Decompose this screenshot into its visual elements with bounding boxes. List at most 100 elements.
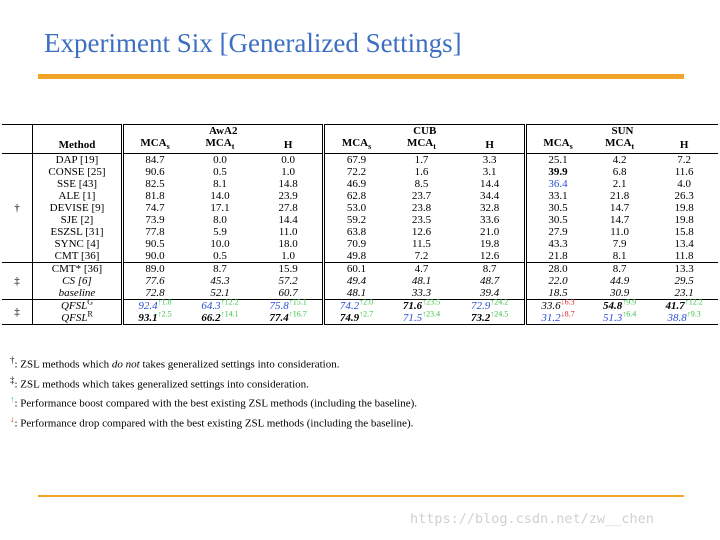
value: 8.0	[213, 214, 227, 227]
method-cell: baseline	[32, 287, 123, 300]
delta: ↑9.3	[686, 309, 701, 319]
value-cell: 74.2↑2.0	[322, 298, 388, 313]
value: 52.1	[210, 287, 230, 300]
method-name: SJE [2]	[60, 214, 94, 227]
value: 49.4	[346, 275, 367, 288]
value-cell: 77.4↑16.7	[254, 310, 324, 325]
value: 8.7	[213, 263, 227, 276]
value-cell: 22.0	[523, 275, 590, 288]
method-name: CS [6]	[62, 275, 92, 288]
footnote-text: : ZSL methods which	[14, 358, 112, 371]
metric-subscript: t	[231, 142, 235, 152]
footnote-line: ↓: Performance drop compared with the be…	[10, 412, 417, 432]
value-cell: 54.8↑9.9	[589, 297, 650, 313]
value-cell: 48.1	[322, 287, 388, 300]
results-table: AwA2 CUB SUN Method MCAs MCAt H MCAs MCAt H MC…	[2, 124, 718, 325]
metric-header: MCAs	[121, 137, 187, 154]
value-cell: 36.4	[523, 178, 590, 191]
value: 73.9	[145, 214, 165, 227]
value: 7.9	[612, 238, 627, 251]
value-cell: 21.0	[455, 226, 525, 238]
value-cell: 48.1	[388, 275, 456, 287]
value: 30.9	[610, 287, 630, 300]
footnote-text: : ZSL methods which takes generalized se…	[14, 378, 309, 391]
value: 63.8	[346, 226, 367, 239]
value-cell: 11.0	[589, 226, 650, 238]
value: 36.4	[548, 178, 568, 191]
value: 48.1	[346, 287, 367, 300]
value-cell: 23.1	[650, 287, 718, 300]
value-cell: 51.3↑6.4	[589, 310, 650, 325]
value: 75.8	[269, 300, 289, 313]
value: 32.8	[480, 202, 500, 215]
value: 1.6	[414, 166, 429, 179]
value: 43.3	[548, 238, 568, 251]
method-name: DAP [19]	[55, 154, 99, 167]
value-cell: 0.5	[186, 250, 254, 263]
value-cell: 30.5	[523, 214, 590, 227]
delta: ↑9.9	[622, 297, 637, 307]
value-cell: 67.9	[322, 153, 388, 167]
metric-label: MCA	[406, 137, 434, 149]
value-cell: 3.1	[455, 166, 525, 178]
value: 48.7	[480, 275, 500, 288]
value: 45.3	[210, 275, 230, 288]
value-cell: 2.1	[589, 178, 650, 190]
marker-header-2	[2, 137, 33, 154]
metric-label: MCA	[605, 137, 632, 149]
value: 8.7	[612, 263, 627, 276]
value-cell: 82.5	[121, 178, 187, 191]
value-cell: 25.1	[523, 153, 590, 167]
value-cell: 92.4↑1.8	[121, 297, 187, 313]
metric-label: H	[679, 139, 689, 152]
value-cell: 14.4	[455, 178, 525, 190]
metric-subscript: s	[569, 142, 573, 152]
value: 3.3	[482, 154, 497, 167]
method-cell: CONSE [25]	[32, 166, 123, 179]
value: 41.7	[665, 300, 685, 313]
method-name: ESZSL [31]	[50, 226, 104, 239]
table-row: CMT [36] 90.0 0.5 1.0 49.8 7.2 12.6 21.8 8.1 11.8	[2, 250, 718, 263]
slide-title: Experiment Six [Generalized Settings]	[44, 28, 462, 58]
value: 73.2	[471, 312, 491, 325]
footnote-text-tail: takes generalized settings into consider…	[139, 358, 340, 371]
value: 27.8	[278, 202, 298, 215]
delta: ↑23.4	[422, 309, 441, 319]
value: 39.4	[480, 287, 500, 300]
value-cell: 7.2	[650, 154, 718, 166]
dataset-header-cub: CUB	[322, 124, 526, 137]
value: 70.9	[346, 238, 367, 251]
value: 7.2	[414, 250, 429, 263]
metric-subscript: s	[368, 142, 372, 152]
value-cell: 59.2	[322, 214, 388, 227]
value: 81.8	[145, 190, 165, 203]
method-cell: SSE [43]	[32, 178, 123, 191]
value-cell: 72.9↑24.2	[455, 298, 525, 312]
watermark: https://blog.csdn.net/zw__chen	[410, 511, 654, 527]
delta: ↑1.8	[157, 297, 172, 307]
method-cell: CMT [36]	[32, 250, 123, 263]
value-cell: 30.5	[523, 202, 590, 215]
value: 8.7	[482, 263, 497, 276]
metric-header: H	[254, 137, 324, 154]
value-cell: 38.8↑9.3	[650, 309, 718, 325]
table-row: ‡ CMT* [36] 89.0 8.7 15.9 60.1 4.7 8.7 28.0 8.7 13…	[2, 262, 718, 287]
footnote-text: : Performance boost compared with the be…	[14, 397, 418, 410]
value: 23.1	[674, 287, 694, 300]
value-cell: 19.8	[650, 214, 718, 226]
value: 0.0	[281, 154, 296, 167]
value: 39.9	[548, 166, 568, 179]
value-cell: 1.0	[254, 166, 324, 178]
value-cell: 0.0	[186, 154, 254, 166]
value: 74.2	[339, 300, 360, 313]
value: 30.5	[548, 202, 568, 215]
footnote-emphasis: do not	[111, 358, 140, 371]
value-cell: 89.0	[121, 262, 187, 276]
method-cell: SJE [2]	[32, 214, 123, 227]
value: 14.4	[278, 214, 298, 227]
value: 54.8	[603, 300, 623, 313]
method-name: SYNC [4]	[54, 238, 100, 251]
metric-header: H	[650, 137, 718, 154]
table-row: SSE [43] 82.5 8.1 14.8 46.9 8.5 14.4 36.4 2.1 4.0	[2, 178, 718, 191]
value: 1.0	[281, 166, 296, 179]
